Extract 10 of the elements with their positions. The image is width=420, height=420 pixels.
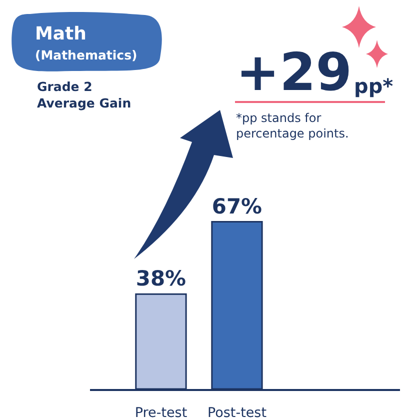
data-label: 38% xyxy=(136,266,186,291)
text: +29 xyxy=(236,43,352,103)
x-tick-label: Pre-test xyxy=(134,405,188,420)
x-tick-label: Post-test xyxy=(207,405,267,420)
text: pp* xyxy=(354,74,394,98)
chart-subtitle: (Mathematics) xyxy=(35,48,138,62)
chart-title: Math xyxy=(35,24,86,45)
text: *pp stands for percentage points. xyxy=(236,111,349,141)
text: Grade 2 Average Gain xyxy=(37,79,132,110)
data-label: 67% xyxy=(212,194,262,218)
